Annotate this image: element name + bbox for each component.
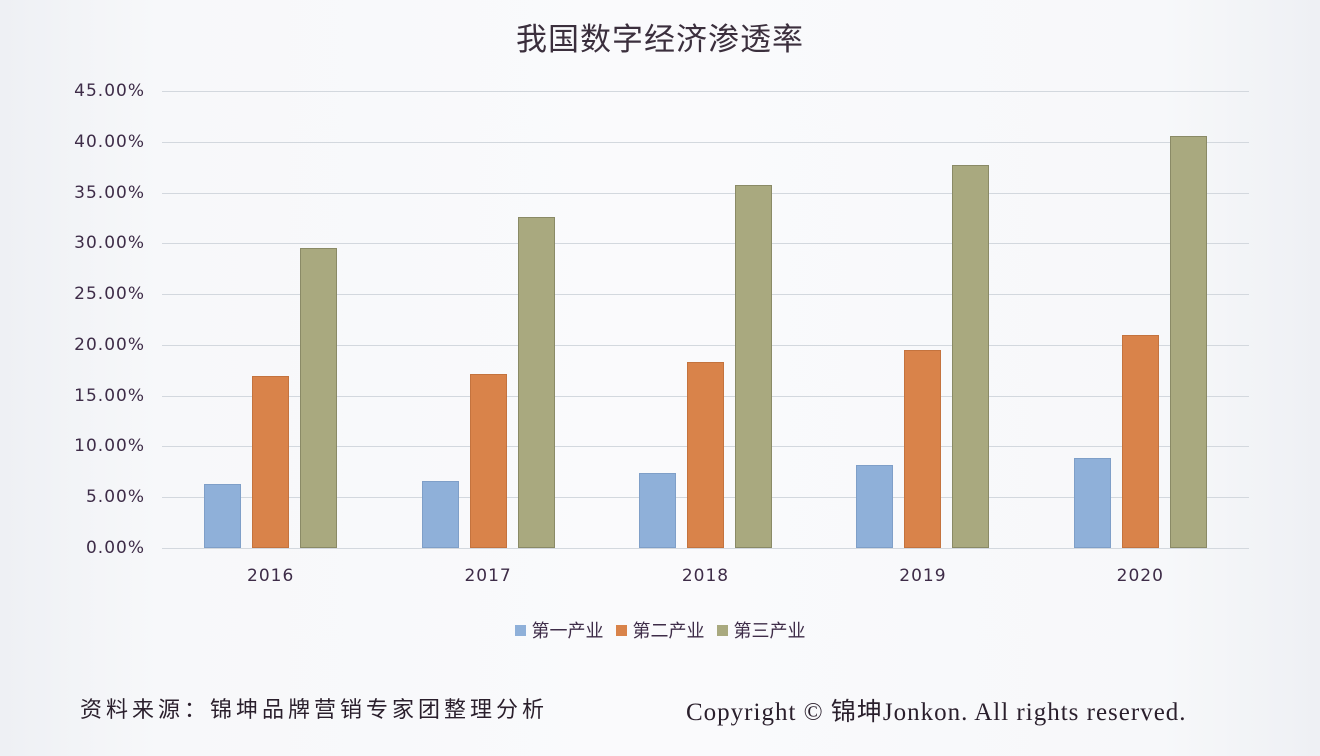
y-tick-label: 20.00%: [74, 334, 145, 355]
legend-item-tertiary-industry: 第三产业: [716, 617, 806, 643]
y-tick-label: 25.00%: [74, 284, 145, 305]
bar-tertiary-industry-2020: [1169, 135, 1207, 548]
legend-item-primary-industry: 第一产业: [514, 617, 604, 643]
y-tick-label: 30.00%: [74, 233, 145, 254]
bar-secondary-industry-2018: [687, 362, 724, 548]
bar-tertiary-industry-2017: [517, 216, 555, 548]
x-tick-label: 2020: [1116, 566, 1164, 586]
bar-primary-industry-2018: [639, 472, 676, 548]
y-tick-label: 45.00%: [74, 81, 145, 101]
bar-secondary-industry-2020: [1121, 334, 1159, 548]
gridline: [162, 91, 1249, 92]
y-tick-label: 15.00%: [74, 385, 145, 406]
bar-tertiary-industry-2016: [300, 248, 338, 548]
legend-swatch-icon: [716, 624, 728, 636]
gridline: [162, 141, 1249, 143]
legend-swatch-icon: [615, 624, 627, 636]
legend-label: 第三产业: [733, 621, 806, 642]
bar-secondary-industry-2016: [252, 376, 290, 548]
x-tick-label: 2017: [464, 566, 512, 586]
y-tick-label: 10.00%: [74, 436, 145, 457]
legend-item-secondary-industry: 第二产业: [615, 617, 705, 643]
gridline: [162, 192, 1249, 194]
gridline: [162, 344, 1249, 346]
bar-tertiary-industry-2019: [952, 165, 990, 548]
source-note: 资料来源：锦坤品牌营销专家团整理分析: [80, 698, 549, 723]
bar-secondary-industry-2017: [469, 374, 507, 548]
bar-secondary-industry-2019: [904, 349, 942, 548]
x-tick-label: 2019: [899, 566, 947, 586]
bar-primary-industry-2020: [1073, 457, 1111, 548]
bar-primary-industry-2019: [856, 464, 894, 548]
gridline: [162, 294, 1249, 296]
bar-tertiary-industry-2018: [735, 185, 772, 548]
legend: 第一产业 第二产业 第三产业: [0, 617, 1320, 643]
x-tick-label: 2016: [247, 566, 295, 586]
chart-title: 我国数字经济渗透率: [516, 22, 804, 58]
y-tick-label: 35.00%: [74, 182, 145, 203]
bar-primary-industry-2016: [204, 484, 242, 548]
y-tick-label: 5.00%: [85, 487, 145, 508]
y-tick-label: 40.00%: [74, 131, 145, 152]
gridline: [162, 548, 1249, 549]
x-tick-label: 2018: [681, 566, 730, 586]
copyright-note: Copyright © 锦坤Jonkon. All rights reserve…: [686, 699, 1187, 726]
legend-swatch-icon: [514, 624, 526, 636]
legend-label: 第一产业: [531, 621, 604, 642]
legend-label: 第二产业: [632, 621, 705, 642]
plot-area: [162, 91, 1249, 549]
y-tick-label: 0.00%: [85, 538, 145, 558]
bar-primary-industry-2017: [421, 480, 459, 548]
gridline: [162, 243, 1249, 245]
